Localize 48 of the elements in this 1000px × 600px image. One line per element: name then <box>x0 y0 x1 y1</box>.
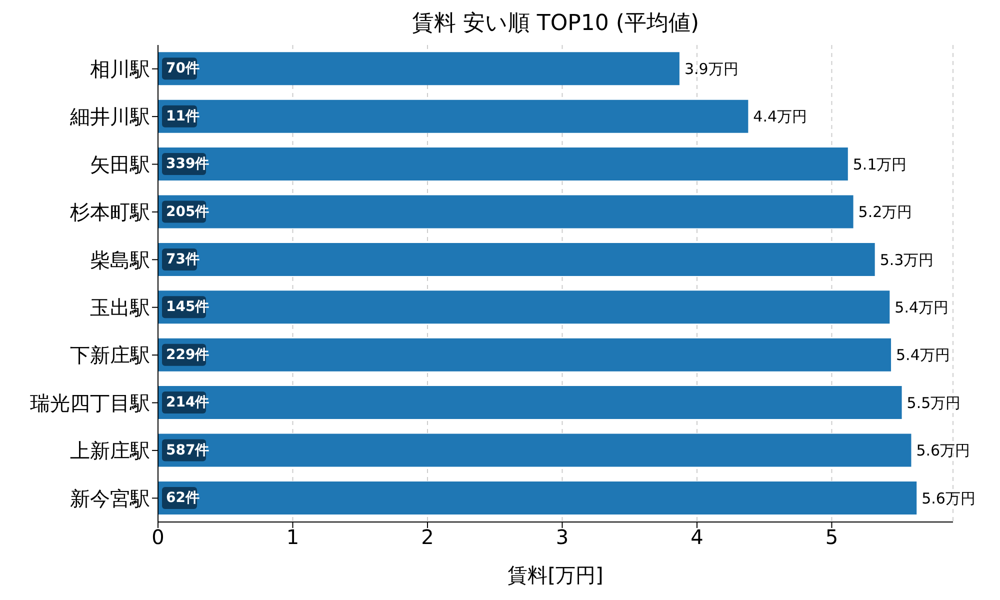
y-tick-label: 下新庄駅 <box>70 343 150 368</box>
bar <box>158 481 917 514</box>
x-tick-label: 2 <box>421 525 434 550</box>
annotation: 205件 <box>166 204 210 220</box>
data-label: 5.4万円 <box>894 298 949 316</box>
x-tick-label: 1 <box>286 525 300 550</box>
bar <box>158 386 902 420</box>
x-tick-label: 0 <box>152 525 164 550</box>
x-tick-label: 3 <box>556 525 569 550</box>
data-label: 4.4万円 <box>753 108 808 126</box>
x-tick-label: 4 <box>690 525 704 550</box>
annotation: 73件 <box>166 251 200 268</box>
bar <box>158 195 854 228</box>
y-tick-label: 瑞光四丁目駅 <box>30 390 150 415</box>
annotation: 145件 <box>166 299 210 316</box>
chart-title: 賃料 安い順 TOP10 (平均値) <box>410 10 700 38</box>
data-label: 3.9万円 <box>684 60 738 78</box>
y-tick-label: 相川駅 <box>90 56 150 81</box>
annotation: 70件 <box>166 60 200 77</box>
bar <box>158 100 748 133</box>
y-tick-label: 柴島駅 <box>90 248 150 272</box>
bar <box>158 52 680 86</box>
data-label: 5.3万円 <box>880 250 934 269</box>
data-label: 5.5万円 <box>906 394 961 412</box>
y-tick-label: 杉本町駅 <box>69 200 150 224</box>
y-tick-label: 上新庄駅 <box>70 438 150 463</box>
y-tick-label: 細井川駅 <box>69 104 150 129</box>
y-tick-label: 玉出駅 <box>90 295 150 320</box>
annotation: 229件 <box>166 346 210 363</box>
annotation: 11件 <box>166 108 200 124</box>
data-label: 5.2万円 <box>858 203 912 222</box>
data-label: 5.6万円 <box>922 489 976 508</box>
y-tick-label: 矢田駅 <box>90 152 150 176</box>
annotation: 214件 <box>166 394 210 411</box>
y-tick-label: 新今宮駅 <box>70 486 150 510</box>
annotation: 62件 <box>166 490 200 506</box>
bar <box>158 434 912 467</box>
x-tick-label: 5 <box>825 525 838 550</box>
data-label: 5.6万円 <box>916 442 970 460</box>
annotation: 587件 <box>166 442 210 458</box>
data-label: 5.1万円 <box>852 155 907 174</box>
bar <box>158 242 875 276</box>
bar <box>158 148 848 181</box>
bar <box>158 290 890 324</box>
bar <box>158 338 892 372</box>
annotation: 339件 <box>166 156 210 172</box>
data-label: 5.4万円 <box>896 346 950 364</box>
x-axis-title: 賃料[万円] <box>508 563 604 587</box>
